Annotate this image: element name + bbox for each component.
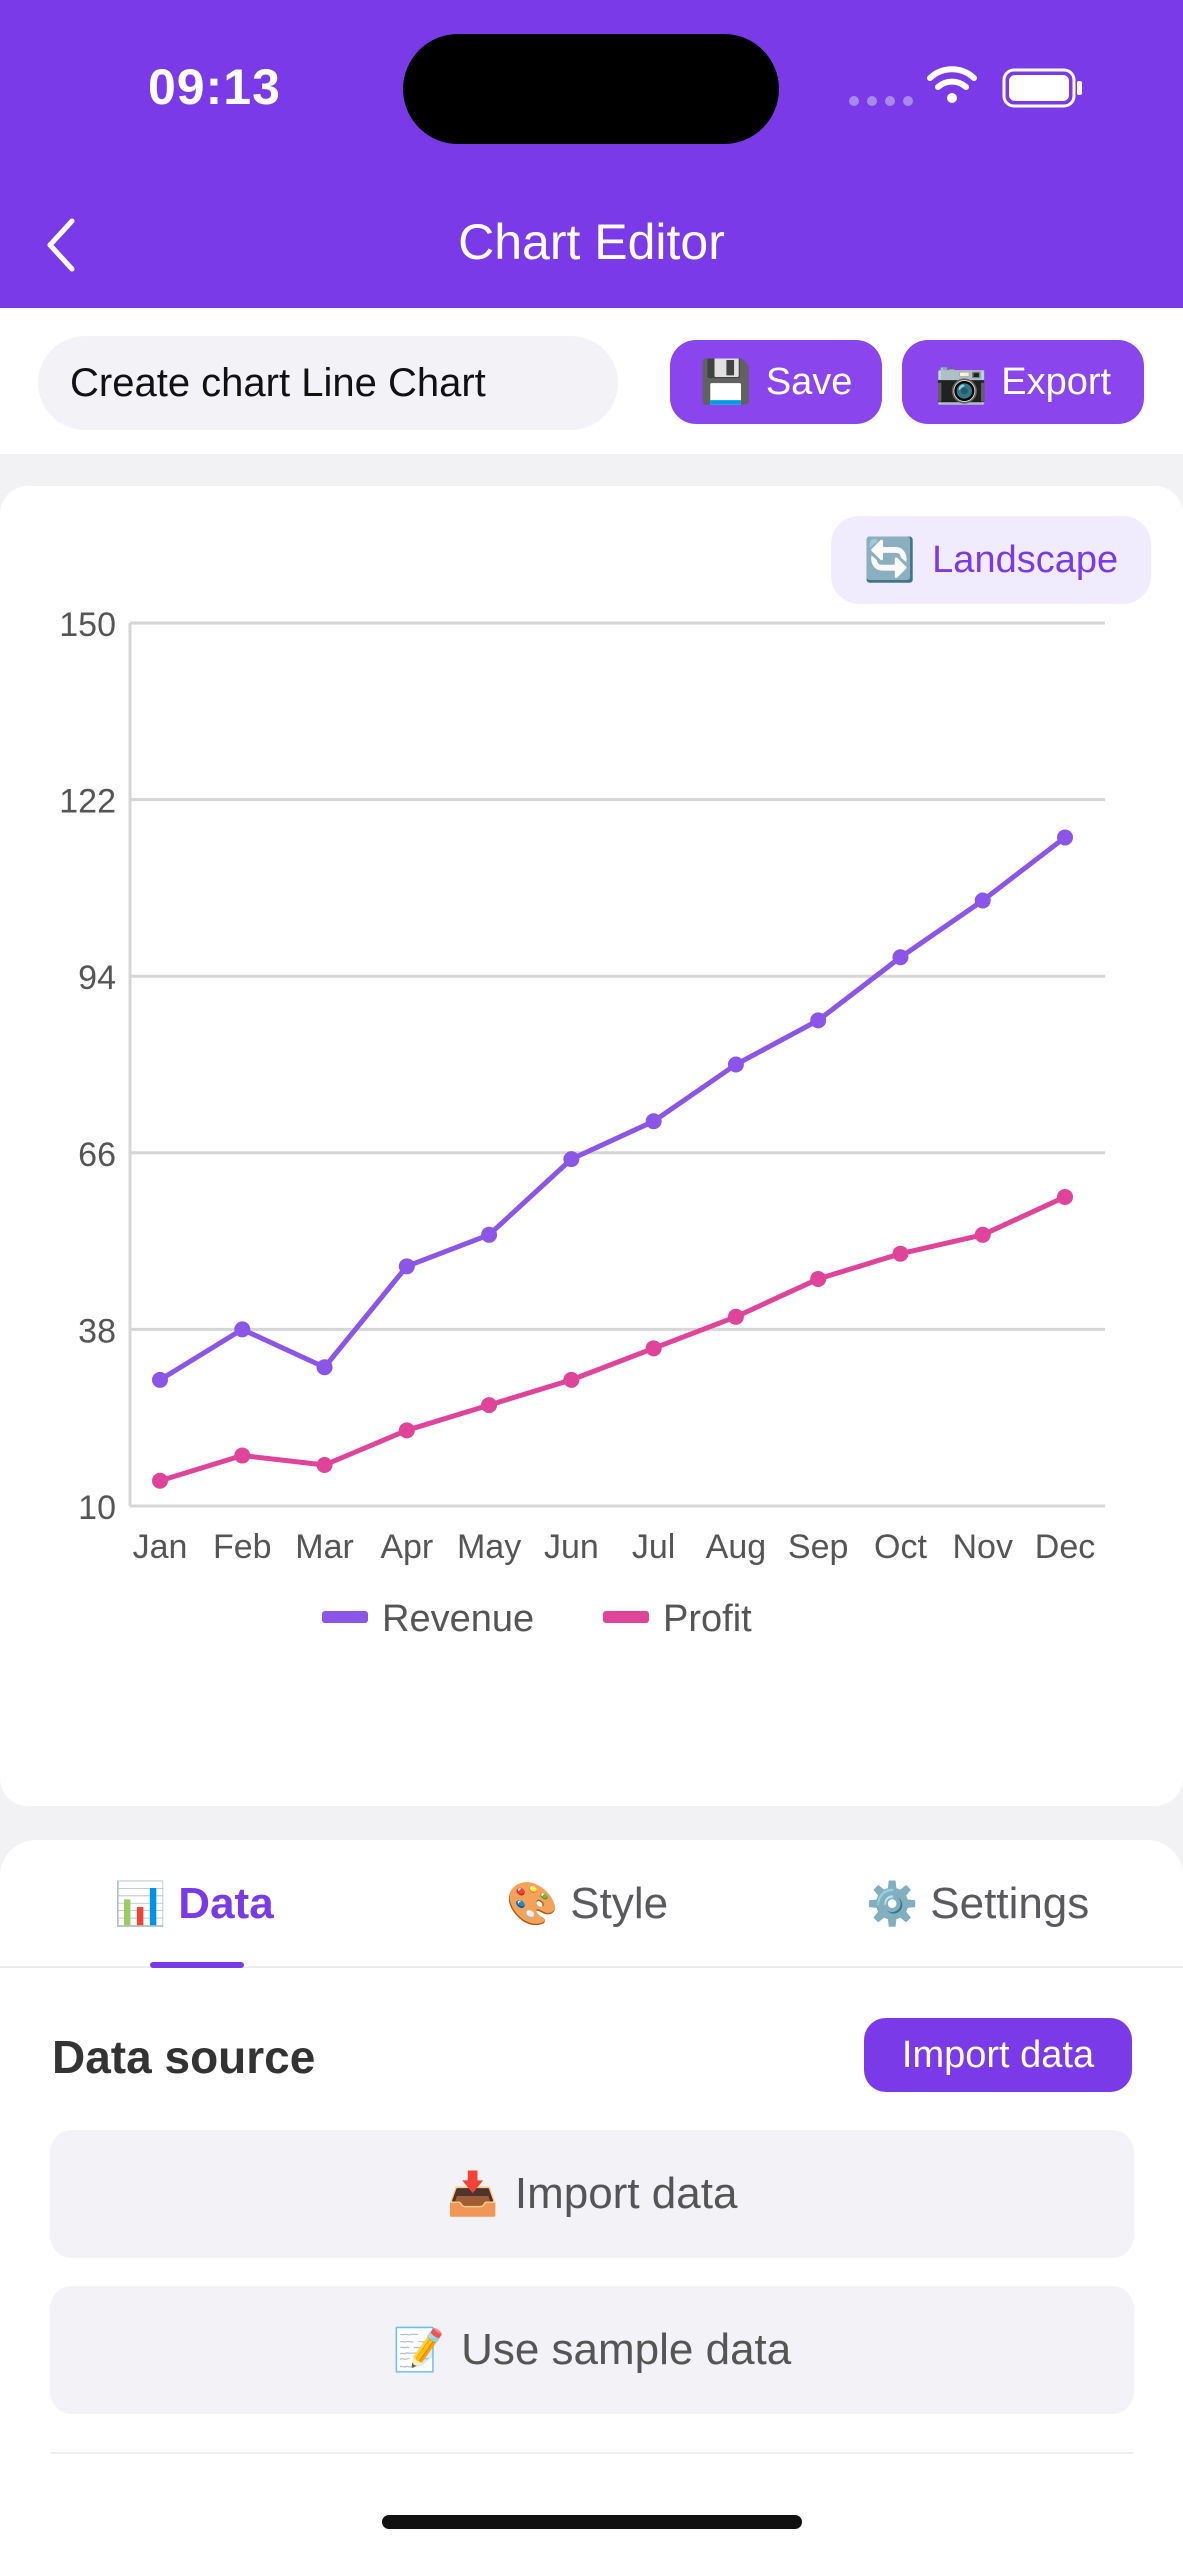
inbox-tray-icon: 📥 xyxy=(446,2170,499,2217)
tab-style[interactable]: 🎨 Style xyxy=(506,1840,668,1968)
floppy-disk-icon: 💾 xyxy=(699,358,752,405)
data-point-profit xyxy=(152,1472,168,1489)
data-point-revenue xyxy=(152,1371,168,1388)
section-title: Data source xyxy=(52,2031,316,2083)
tab-data[interactable]: 📊 Data xyxy=(114,1840,274,1968)
x-tick-label: Apr xyxy=(380,1528,433,1566)
y-tick-label: 38 xyxy=(78,1312,116,1350)
y-tick-label: 94 xyxy=(78,959,116,997)
save-button[interactable]: 💾 Save xyxy=(670,340,882,424)
data-point-revenue xyxy=(892,949,909,966)
legend-label: Profit xyxy=(663,1598,752,1640)
tab-settings[interactable]: ⚙️ Settings xyxy=(866,1840,1089,1968)
legend-label: Revenue xyxy=(382,1598,534,1640)
palette-icon: 🎨 xyxy=(506,1880,559,1927)
cellular-signal-icon xyxy=(849,96,913,106)
x-tick-label: May xyxy=(457,1528,521,1566)
series-line-profit xyxy=(157,1194,1068,1484)
data-point-profit xyxy=(563,1371,580,1388)
bar-chart-icon: 📊 xyxy=(114,1880,167,1927)
data-point-profit xyxy=(892,1245,909,1262)
data-point-revenue xyxy=(645,1113,662,1130)
editor-toolbar: Create chart Line Chart 💾 Save 📷 Export xyxy=(0,308,1183,454)
export-button[interactable]: 📷 Export xyxy=(902,340,1144,424)
battery-icon xyxy=(1002,68,1082,108)
gear-icon: ⚙️ xyxy=(866,1880,919,1927)
rotate-icon: 🔄 xyxy=(863,536,917,583)
sample-data-option-label: Use sample data xyxy=(461,2325,792,2374)
page-title: Chart Editor xyxy=(458,214,725,270)
editor-tabs: 📊 Data 🎨 Style ⚙️ Settings xyxy=(0,1840,1183,1968)
tab-settings-label: Settings xyxy=(930,1879,1090,1928)
export-label: Export xyxy=(1001,360,1112,403)
dynamic-island xyxy=(403,34,779,144)
x-tick-label: Mar xyxy=(295,1528,354,1566)
data-point-revenue xyxy=(398,1258,415,1275)
data-point-profit xyxy=(1057,1188,1073,1205)
chart-name-field[interactable]: Create chart Line Chart xyxy=(38,336,618,430)
app-header: 09:13 Chart Editor xyxy=(0,0,1183,308)
x-tick-label: Sep xyxy=(788,1528,849,1566)
x-tick-label: Nov xyxy=(952,1528,1012,1566)
line-chart: 10 38 66 94 122 150 Jan Feb Mar Apr May Jun Jul Aug Se… xyxy=(59,606,1105,1640)
data-point-revenue xyxy=(974,892,991,909)
tab-style-label: Style xyxy=(570,1879,669,1928)
active-tab-indicator xyxy=(150,1962,244,1968)
y-tick-label: 122 xyxy=(59,783,116,821)
data-point-revenue xyxy=(563,1151,580,1168)
home-indicator xyxy=(382,2515,802,2529)
y-tick-label: 10 xyxy=(78,1489,116,1527)
data-point-profit xyxy=(316,1457,333,1474)
tab-data-label: Data xyxy=(178,1879,274,1928)
y-tick-label: 66 xyxy=(78,1136,116,1174)
landscape-button[interactable]: 🔄 Landscape xyxy=(831,516,1151,604)
data-point-profit xyxy=(810,1270,827,1287)
data-point-profit xyxy=(481,1397,498,1414)
legend-swatch xyxy=(603,1611,649,1623)
y-tick-label: 150 xyxy=(59,606,116,644)
editor-panel: 📊 Data 🎨 Style ⚙️ Settings Data source I… xyxy=(0,1840,1183,2560)
x-tick-label: Jan xyxy=(133,1528,188,1566)
data-point-revenue xyxy=(1057,829,1073,846)
x-tick-label: Feb xyxy=(213,1528,272,1566)
x-tick-label: Dec xyxy=(1035,1528,1095,1566)
import-data-button[interactable]: Import data xyxy=(864,2018,1132,2092)
memo-icon: 📝 xyxy=(392,2326,446,2373)
data-point-revenue xyxy=(810,1012,827,1029)
status-time: 09:13 xyxy=(148,59,281,115)
divider xyxy=(50,2452,1134,2454)
data-point-profit xyxy=(974,1226,991,1243)
back-chevron-icon[interactable] xyxy=(42,215,82,275)
data-point-revenue xyxy=(234,1321,251,1338)
landscape-label: Landscape xyxy=(932,538,1119,581)
data-point-revenue xyxy=(316,1359,333,1376)
x-tick-label: Jul xyxy=(632,1528,675,1566)
x-tick-label: Oct xyxy=(874,1528,927,1566)
data-point-revenue xyxy=(727,1056,744,1073)
data-point-profit xyxy=(234,1447,251,1464)
series-line-revenue xyxy=(157,834,1068,1383)
chart-preview-card: 10 38 66 94 122 150 Jan Feb Mar Apr May Jun Jul Aug Se… xyxy=(0,486,1183,1806)
sample-data-option[interactable]: 📝 Use sample data xyxy=(50,2286,1134,2414)
data-point-profit xyxy=(727,1308,744,1325)
wifi-icon xyxy=(927,66,977,103)
data-point-profit xyxy=(398,1422,415,1439)
import-data-option-label: Import data xyxy=(514,2169,738,2218)
legend-swatch xyxy=(322,1611,368,1623)
data-point-profit xyxy=(645,1340,662,1357)
data-point-revenue xyxy=(481,1226,498,1243)
save-label: Save xyxy=(765,360,853,403)
import-data-option[interactable]: 📥 Import data xyxy=(50,2130,1134,2258)
x-tick-label: Jun xyxy=(544,1528,599,1566)
camera-icon: 📷 xyxy=(934,358,988,405)
x-tick-label: Aug xyxy=(706,1528,767,1566)
